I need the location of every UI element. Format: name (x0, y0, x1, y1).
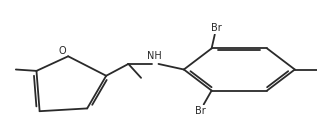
Text: NH: NH (147, 51, 162, 61)
Text: O: O (59, 46, 66, 56)
Text: Br: Br (211, 23, 222, 33)
Text: Br: Br (195, 106, 206, 116)
